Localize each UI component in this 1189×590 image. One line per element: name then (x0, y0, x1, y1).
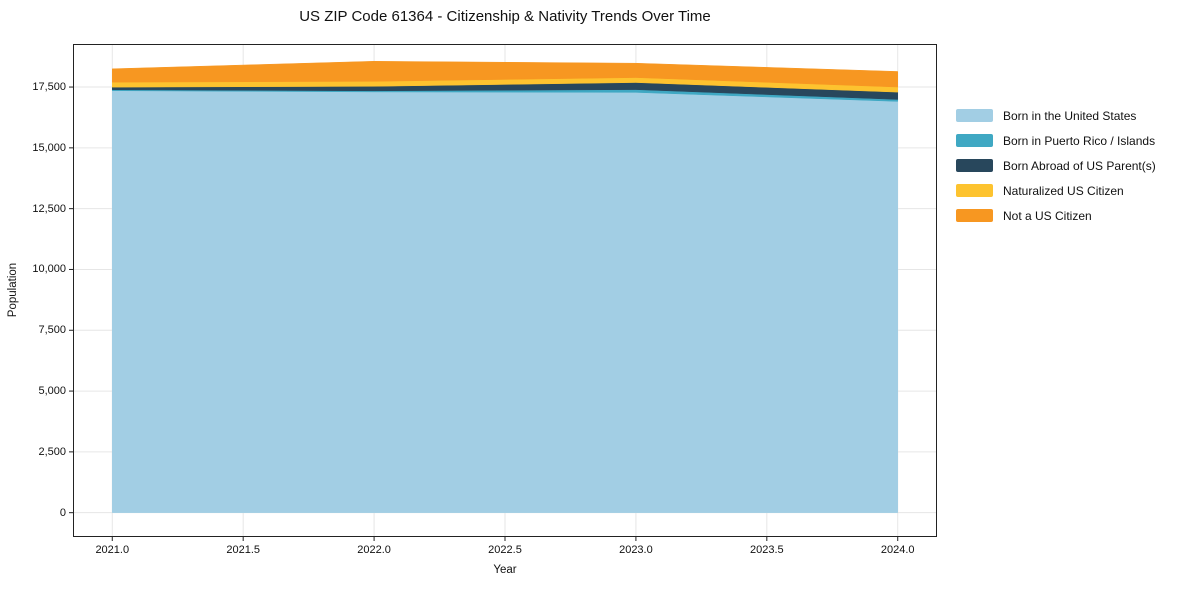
legend-item-label: Born in the United States (1003, 108, 1137, 123)
x-tick-label: 2024.0 (880, 544, 915, 556)
x-tick-label: 2021.5 (226, 544, 260, 556)
legend-item-label: Born in Puerto Rico / Islands (1003, 133, 1156, 148)
y-tick-label: 15,000 (32, 141, 66, 154)
y-tick-label: 7,500 (38, 324, 66, 337)
x-tick-label: 2023.5 (749, 544, 784, 556)
x-tick-label: 2021.0 (95, 544, 130, 556)
legend-item-label: Born Abroad of US Parent(s) (1003, 158, 1156, 173)
legend-swatch (956, 209, 993, 222)
legend-item: Not a US Citizen (956, 203, 1156, 228)
x-axis-label: Year (493, 564, 517, 576)
x-tick-label: 2023.0 (619, 544, 653, 556)
y-tick-label: 17,500 (32, 81, 66, 94)
y-tick-label: 2,500 (38, 445, 66, 458)
legend-item-label: Naturalized US Citizen (1003, 183, 1124, 198)
legend-swatch (956, 134, 993, 147)
x-tick-label: 2022.0 (357, 544, 391, 556)
y-tick-label: 12,500 (32, 202, 66, 215)
legend: Born in the United States Born in Puerto … (956, 103, 1156, 228)
area-series-not-a-us-citizen (112, 61, 898, 88)
legend-swatch (956, 159, 993, 172)
legend-swatch (956, 184, 993, 197)
y-tick-label: 5,000 (38, 385, 66, 398)
chart-title: US ZIP Code 61364 - Citizenship & Nativi… (299, 8, 711, 25)
y-tick-label: 0 (59, 506, 66, 519)
legend-swatch (956, 109, 993, 122)
area-series-born-in-the-united-states (112, 90, 898, 513)
legend-item: Born Abroad of US Parent(s) (956, 153, 1156, 178)
legend-item: Naturalized US Citizen (956, 178, 1156, 203)
legend-item-label: Not a US Citizen (1003, 208, 1092, 223)
plot-border (73, 44, 937, 537)
legend-item: Born in Puerto Rico / Islands (956, 128, 1156, 153)
x-tick-label: 2022.5 (488, 544, 522, 556)
y-tick-label: 10,000 (32, 263, 66, 276)
legend-item: Born in the United States (956, 103, 1156, 128)
